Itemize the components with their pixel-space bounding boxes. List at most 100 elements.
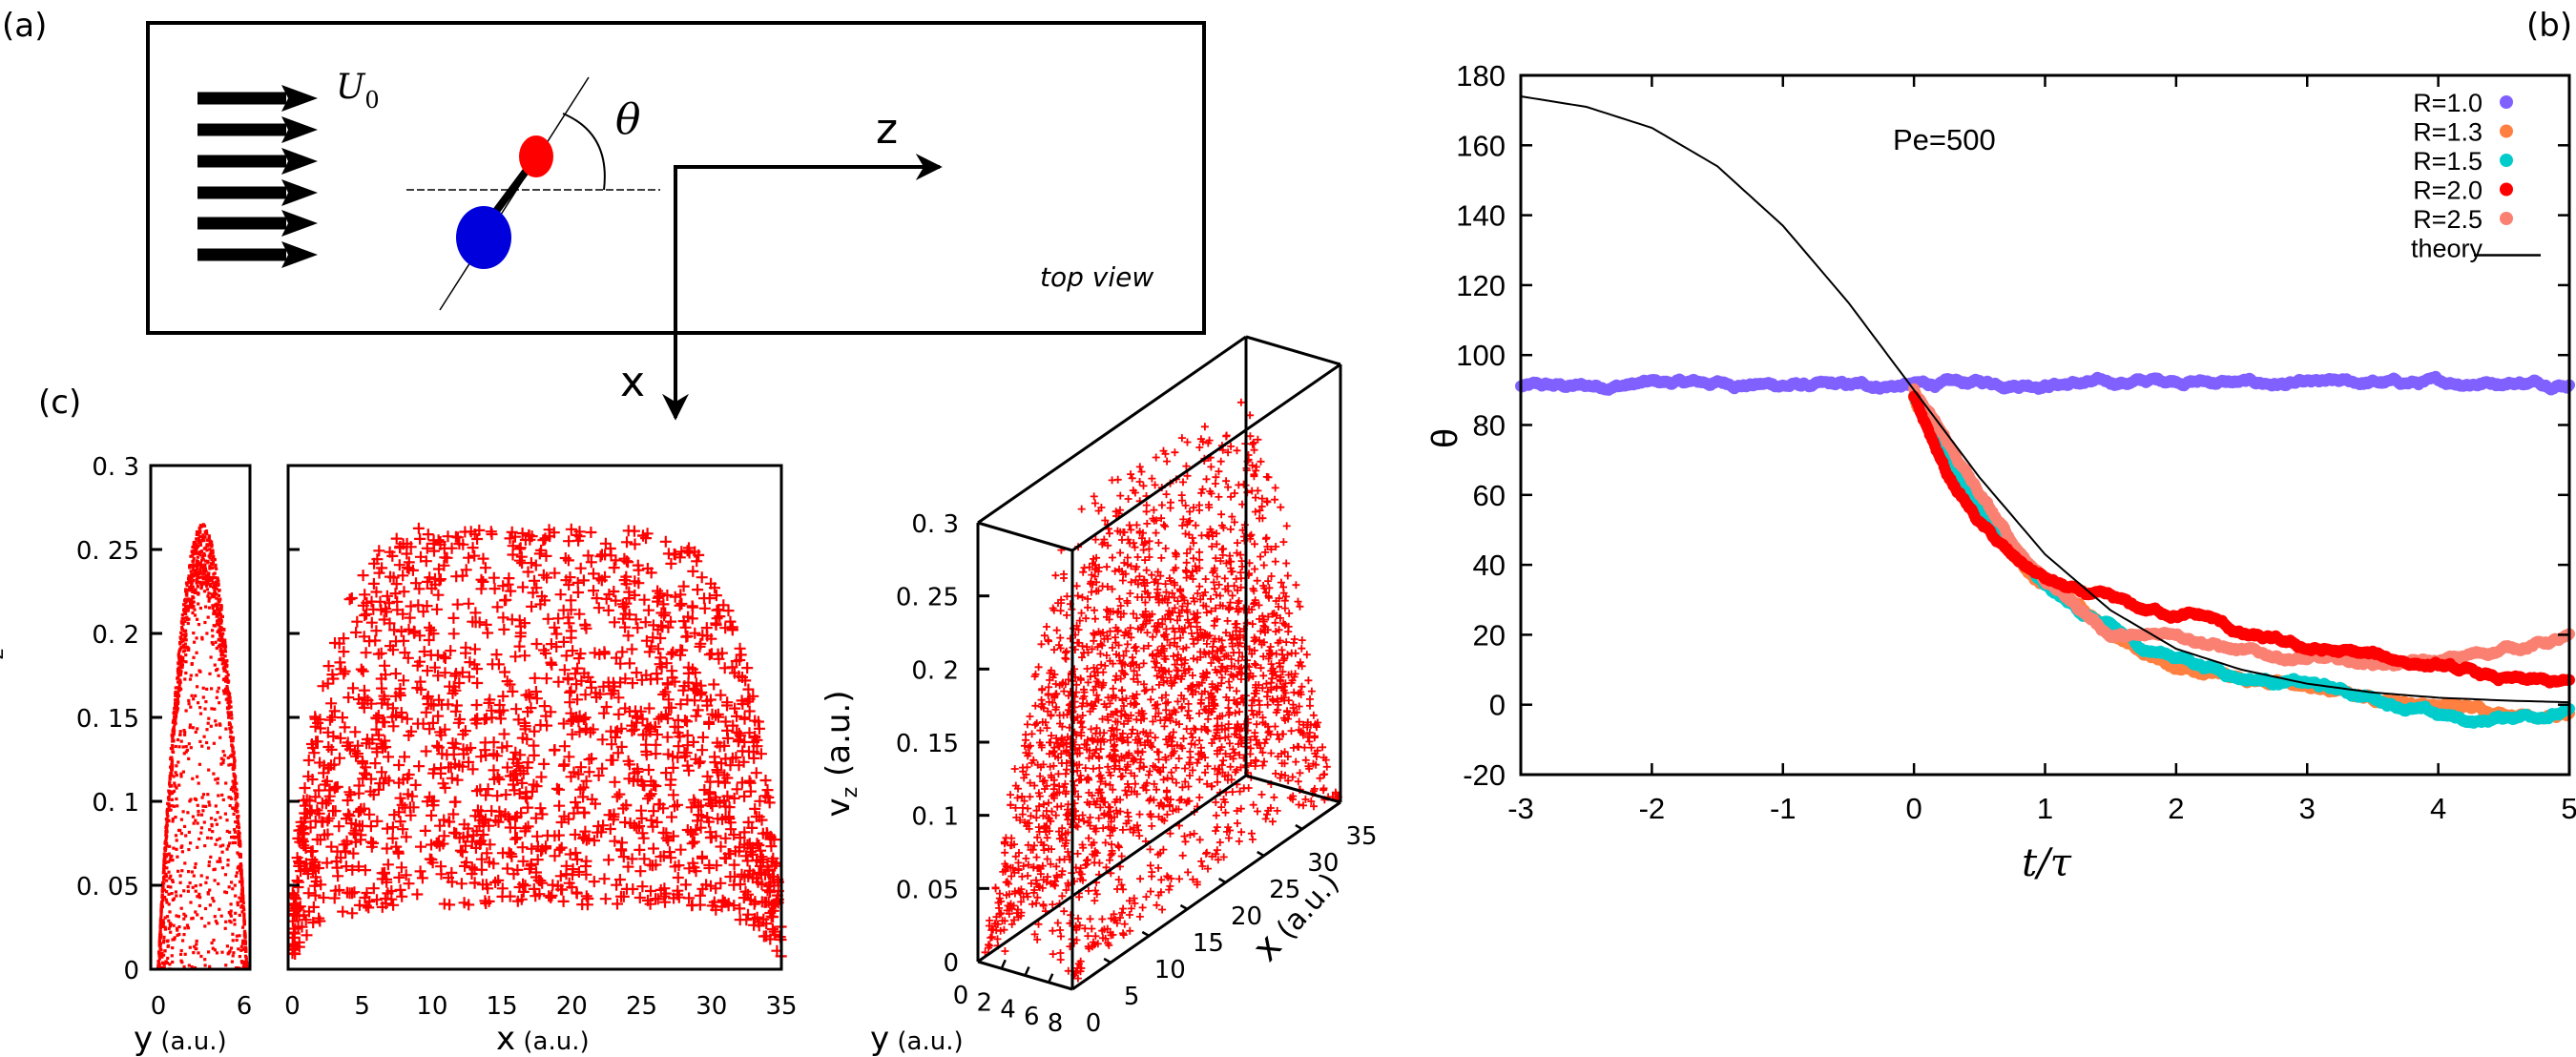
z-tick-label: 0. 15	[896, 730, 959, 758]
top-view-label: top view	[1040, 261, 1153, 293]
x-axis-label: x (a.u.)	[496, 1020, 590, 1057]
x-tick-label: 10	[1154, 956, 1186, 984]
y-tick-label: 100	[1456, 339, 1506, 372]
x-axis-label: t/τ	[2022, 841, 2072, 885]
legend-label: R=1.5	[2413, 147, 2483, 176]
x-tick-label: -2	[1639, 792, 1666, 825]
panel-b: (b) -3 -2 -1 0 1 2 3 4 5 -20 0 20 40 60 80 100 120 140 160…	[1425, 7, 2576, 885]
legend-dot-icon	[2500, 212, 2513, 225]
x-tick-label: 2	[2168, 792, 2184, 825]
x-tick-label: 10	[416, 992, 447, 1021]
y-tick-label: 160	[1456, 129, 1506, 162]
y-tick-label: 20	[1473, 618, 1506, 652]
y-tick-label: 180	[1456, 59, 1506, 93]
angle-theta-label: θ	[615, 95, 641, 144]
y-tick-label: 8	[1048, 1009, 1064, 1038]
panel-a: (a) U0 θ z x top view	[2, 7, 1206, 421]
legend-dot-icon	[2500, 182, 2513, 197]
y-tick-label: 2	[976, 988, 992, 1017]
y-tick-label: 0	[953, 982, 969, 1010]
y-tick-label: 0	[1489, 689, 1506, 722]
vz-axis-label-3d: vz (a.u.)	[820, 690, 862, 817]
y-tick-label: 0. 25	[76, 537, 139, 566]
tick-label: 0	[151, 992, 167, 1021]
rear-bead	[456, 206, 511, 269]
x-tick-label: 0	[284, 992, 301, 1021]
legend-label: R=2.5	[2413, 205, 2483, 234]
y-axis-label: θ	[1425, 428, 1465, 448]
dumbbell-axis-line	[439, 76, 590, 311]
series-R=1.0	[1515, 370, 2575, 396]
plot-3d: 00. 050. 10. 150. 20. 250. 3 05101520253…	[820, 335, 1378, 1057]
x-tick-label: 25	[626, 992, 657, 1021]
x-tick-label: 3	[2299, 792, 2316, 825]
flow-velocity-label: U0	[336, 68, 380, 114]
pe-annotation: Pe=500	[1893, 123, 1996, 156]
z-tick-label: 0. 1	[911, 803, 959, 832]
x-tick-label: 4	[2430, 792, 2446, 825]
x-tick-label: 5	[354, 992, 370, 1021]
y-tick-label: 40	[1473, 549, 1506, 582]
y-tick-label: 0. 2	[92, 621, 139, 650]
series-R=2.0	[1908, 390, 2575, 689]
x-tick-label: 35	[765, 992, 797, 1021]
x-tick-label: 1	[2037, 792, 2053, 825]
panel-c-label: (c)	[38, 383, 81, 422]
y-tick-label: 0. 05	[76, 873, 139, 902]
plot-vz-vs-x: 0 5 10 15 20 25 30 35 x (a.u.)	[284, 464, 798, 1057]
vz-axis-label: vz (a.u.)	[0, 551, 9, 678]
x-tick-label: 5	[1124, 983, 1140, 1011]
x-tick-label: 0	[1086, 1009, 1102, 1038]
angle-arc	[562, 113, 606, 191]
y-axis-label: y (a.u.)	[134, 1020, 227, 1057]
flow-arrows-icon	[197, 85, 318, 268]
y-tick-label: 4	[1000, 996, 1016, 1025]
legend-dot-icon	[2500, 95, 2513, 109]
y-tick-label: 0. 3	[92, 453, 139, 482]
x-tick-label: 15	[487, 992, 518, 1021]
x-tick-label: 15	[1193, 929, 1224, 958]
x-axis-label: x	[620, 358, 645, 406]
plot-vz-vs-y: 0 0. 05 0. 1 0. 15 0. 2 0. 25 0. 3 vz (a.u.) 0…	[0, 453, 252, 1057]
panel-a-label: (a)	[2, 7, 47, 45]
y-tick-label: 0. 15	[76, 705, 139, 734]
panel-c: (c) 00. 050. 10. 150. 20. 250. 3 vz (a.u…	[0, 335, 1378, 1057]
x-tick-label: -3	[1507, 792, 1534, 825]
z-tick-label: 0	[943, 949, 959, 978]
z-tick-label: 0. 05	[896, 876, 959, 904]
x-tick-label: 5	[2561, 792, 2576, 825]
x-tick-label: 30	[696, 992, 727, 1021]
y-tick-label: -20	[1463, 758, 1506, 792]
legend-label: R=1.0	[2413, 89, 2483, 117]
panel-b-label: (b)	[2526, 7, 2572, 45]
y-tick-label: 0. 1	[92, 789, 139, 818]
y-axis-label-3d: y (a.u.)	[870, 1020, 964, 1057]
z-axis-label: z	[876, 105, 898, 154]
z-tick-label: 0. 2	[911, 656, 959, 685]
theory-curve	[1520, 95, 2570, 704]
legend-label: R=1.3	[2413, 118, 2483, 147]
legend-dot-icon	[2500, 124, 2513, 138]
y-tick-label: 60	[1473, 479, 1506, 512]
x-tick-label: -1	[1770, 792, 1797, 825]
tick-label: 6	[237, 992, 253, 1021]
x-tick-label: 0	[1906, 792, 1922, 825]
legend-label: R=2.0	[2413, 176, 2483, 205]
x-tick-label: 20	[1231, 902, 1262, 931]
y-tick-label: 140	[1456, 199, 1506, 233]
legend-label: theory	[2411, 235, 2483, 263]
y-tick-label: 0	[123, 957, 139, 985]
z-tick-label: 0. 3	[911, 510, 959, 539]
x-tick-label: 20	[556, 992, 588, 1021]
series-R=2.5	[1908, 383, 2575, 672]
x-tick-label: 25	[1269, 876, 1300, 904]
z-tick-label: 0. 25	[896, 584, 959, 612]
legend-dot-icon	[2500, 154, 2513, 167]
x-tick-label: 30	[1307, 849, 1339, 878]
y-tick-label: 120	[1456, 269, 1506, 302]
y-tick-label: 80	[1473, 409, 1506, 443]
y-tick-label: 6	[1024, 1003, 1040, 1031]
front-bead	[519, 135, 553, 177]
